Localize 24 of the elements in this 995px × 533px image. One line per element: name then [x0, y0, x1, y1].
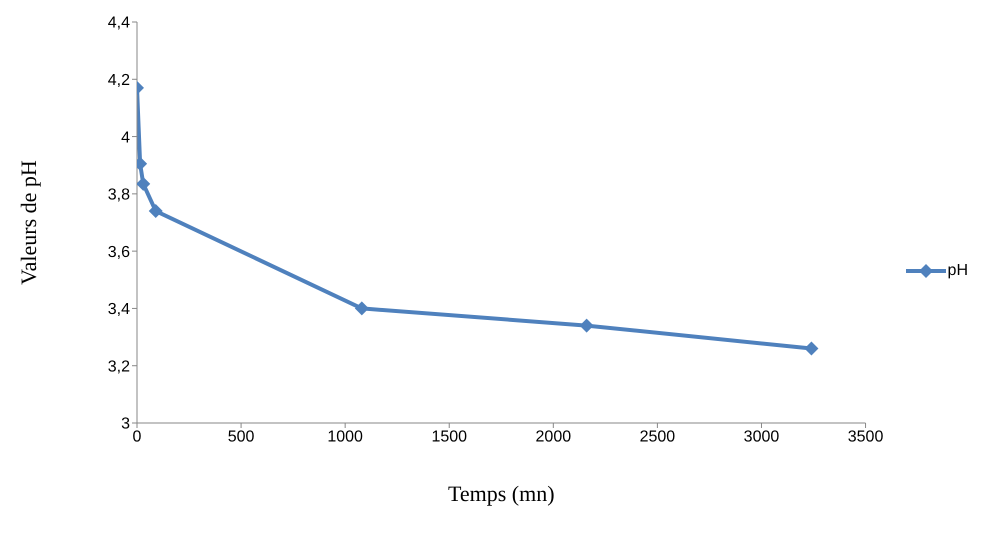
x-tick-label: 3000	[744, 428, 780, 446]
point	[148, 204, 163, 218]
point	[354, 301, 369, 316]
y-tick-label: 3,4	[108, 301, 130, 318]
y-tick-label: 3,2	[108, 358, 130, 376]
point	[580, 318, 594, 333]
x-tick-label: 2500	[640, 428, 676, 446]
y-tick-label: 3,6	[108, 244, 130, 261]
y-tick-label: 4,2	[108, 72, 130, 89]
point	[804, 342, 818, 356]
x-tick-label: 2000	[536, 428, 572, 446]
y-tick-label: 3,8	[108, 186, 130, 204]
x-axis-title: Temps (mn)	[448, 481, 555, 506]
y-tick-label: 4	[121, 129, 130, 146]
legend-label: pH	[948, 262, 968, 280]
y-tick-label: 3	[121, 416, 130, 433]
x-tick-label: 1000	[327, 428, 364, 446]
x-tick-label: 0	[132, 428, 142, 446]
x-tick-label: 3500	[848, 428, 884, 446]
x-tick-label: 1500	[431, 428, 468, 446]
y-tick-label: 4,4	[108, 14, 130, 32]
y-axis-title: Valeurs de pH	[16, 160, 41, 285]
point	[137, 176, 150, 191]
x-tick-label: 500	[228, 428, 255, 446]
